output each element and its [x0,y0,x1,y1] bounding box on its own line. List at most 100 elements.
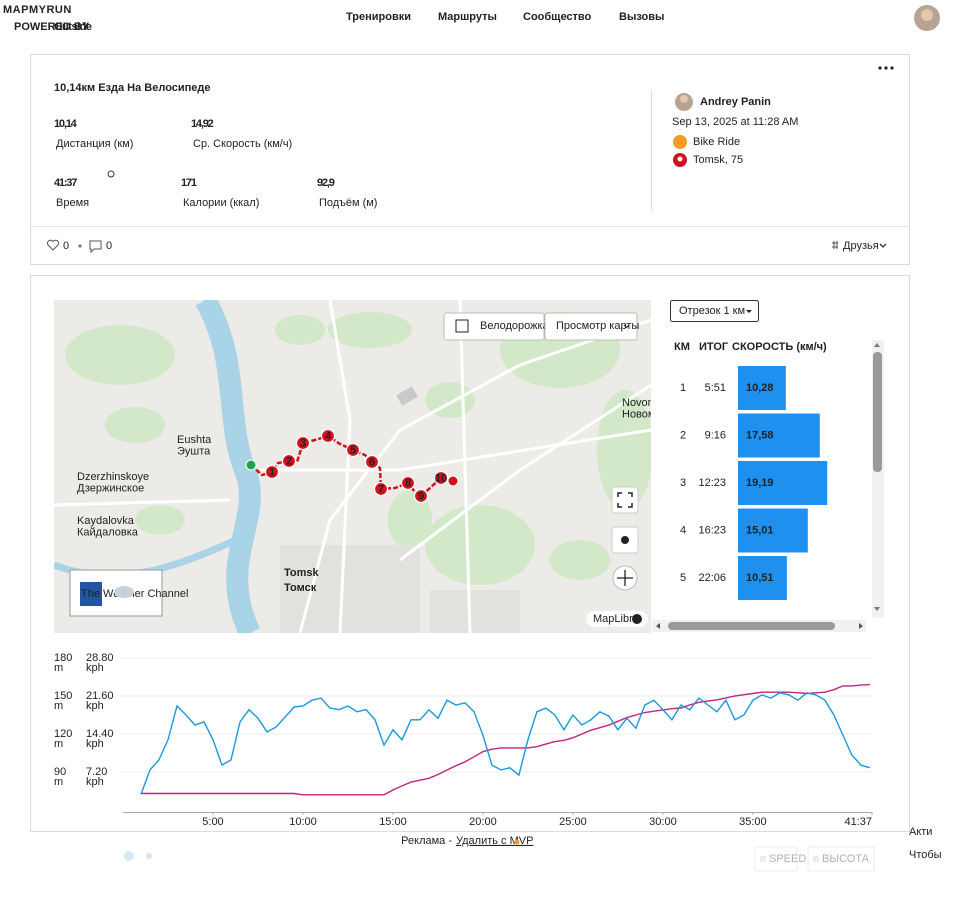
activity-icon [673,135,687,149]
x-tick-label: 30:00 [649,816,677,828]
more-dot[interactable] [890,66,894,70]
km-marker [281,453,297,469]
x-tick-label: 41:37 [844,816,872,828]
legend-swatch [760,856,766,862]
road [54,498,231,507]
like-icon[interactable] [46,239,60,251]
place-label: Tomsk [284,567,320,579]
legend-button[interactable] [754,846,798,872]
stat-label: Дистанция (км) [56,138,133,150]
legend-label[interactable]: ВЫСОТА [822,853,870,865]
place-label: Dzerzhinskoye [77,471,149,483]
series-line [140,692,871,795]
speed-bar [738,366,786,410]
hscroll-thumb[interactable] [668,622,835,630]
y2-tick-label: 90 [54,766,66,778]
map-view-caret [623,324,630,329]
stat-label: Калории (ккал) [183,197,259,209]
x-tick-label: 5:00 [202,816,223,828]
ad-remove-link[interactable]: Удалить с MVP [456,835,533,847]
split-km: 5 [680,572,686,584]
nav-link[interactable]: Маршруты [438,11,497,23]
split-speed-label: 15,01 [746,524,774,536]
like-count: 0 [63,240,69,252]
split-time: 9:16 [705,429,726,441]
place-label: Kaydalovka [77,515,135,527]
split-speed-label: 19,19 [746,477,774,489]
x-tick-label: 10:00 [289,816,317,828]
legend-label[interactable]: SPEED [769,853,806,865]
city-block [430,590,520,633]
bike-lane-label[interactable]: Велодорожка [480,320,550,332]
splits-header: СКОРОСТЬ (км/ч) [732,341,827,353]
km-marker [320,428,336,444]
split-speed-label: 17,58 [746,429,774,441]
map-attribution[interactable]: MapLibre [593,613,639,625]
split-km: 1 [680,382,686,394]
split-time: 5:51 [705,382,726,394]
stat-value: 14,92 [191,118,214,130]
more-dot[interactable] [884,66,888,70]
park [425,505,535,585]
split-km: 3 [680,477,686,489]
legend-swatch [813,856,819,862]
vscroll-down[interactable] [874,607,880,611]
y2-unit-label: m [54,776,63,788]
place-label: Eushta [177,434,212,446]
split-time: 12:23 [698,477,726,489]
segment-select-label[interactable]: Отрезок 1 км [679,305,745,317]
author-name[interactable]: Andrey Panin [700,96,771,108]
legend-button[interactable] [807,846,875,872]
nav-link[interactable]: Сообщество [523,11,592,23]
map-view-button[interactable] [544,312,638,341]
privacy[interactable]: Друзья [843,240,879,252]
bike-lane-button[interactable] [443,312,545,341]
vscroll-up[interactable] [874,343,880,347]
info-icon[interactable] [107,170,115,178]
fullscreen-button[interactable] [611,486,639,514]
location-pin [677,156,683,162]
hscroll-right[interactable] [859,623,863,629]
place-label: Novom [622,397,657,409]
road [399,383,651,562]
km-marker-label: 4 [325,430,332,442]
route-end [447,475,459,487]
comment-icon[interactable] [89,240,102,254]
km-marker-label: 1 [269,466,275,478]
y2-unit-label: m [54,662,63,674]
road [328,300,352,633]
privacy-icon[interactable] [832,241,838,249]
attribution-info[interactable] [632,614,642,624]
y-tick-label: 28.80 [86,652,114,664]
map-building [396,386,418,406]
hscroll-left[interactable] [656,623,660,629]
vscroll-thumb[interactable] [873,352,882,472]
privacy-caret [879,243,887,248]
nav-link[interactable]: Тренировки [346,11,411,23]
park [105,407,165,443]
km-marker [345,442,361,458]
stat-label: Подъём (м) [319,197,377,209]
park [65,325,175,385]
km-marker [373,481,389,497]
map-view-label[interactable]: Просмотр карты [556,320,639,332]
split-km: 2 [680,429,686,441]
y2-tick-label: 120 [54,728,72,740]
km-marker [433,470,449,486]
weather-logo-text: The Weather Channel [81,588,188,600]
legend[interactable]: SPEED ВЫСОТА [754,846,875,872]
bike-lane-checkbox[interactable] [455,319,469,333]
road [298,318,651,633]
ad-label: Реклама - [401,835,452,847]
park [328,312,412,348]
workout-title: 10,14км Езда На Велосипеде [54,82,211,94]
workout-card [30,54,910,265]
km-marker [413,488,429,504]
y2-tick-label: 150 [54,690,72,702]
nav-link[interactable]: Вызовы [619,11,664,23]
segment-select[interactable] [670,300,759,322]
y-unit-label: kph [86,700,104,712]
more-dot[interactable] [878,66,882,70]
stat-value: 10,14 [54,118,78,130]
